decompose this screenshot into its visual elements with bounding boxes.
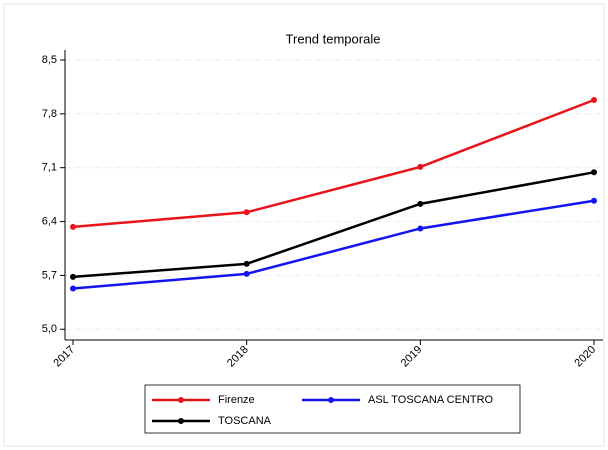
- point: [243, 270, 250, 277]
- series-line: [72, 171, 595, 279]
- legend-label: ASL TOSCANA CENTRO: [368, 394, 494, 406]
- y-tick-label: 5,0: [42, 323, 57, 335]
- series-line: [72, 199, 595, 290]
- point: [591, 169, 597, 176]
- y-tick-label: 7,8: [42, 108, 57, 120]
- point: [70, 285, 76, 292]
- point: [417, 200, 424, 207]
- point: [243, 260, 250, 267]
- point: [591, 97, 597, 103]
- y-tick-label: 6,4: [42, 215, 57, 227]
- legend-label: Firenze: [218, 394, 255, 406]
- point: [417, 163, 424, 170]
- y-tick-label: 5,7: [42, 269, 57, 281]
- legend-label: TOSCANA: [218, 415, 272, 427]
- legend-marker: [328, 397, 334, 403]
- legend-marker: [178, 418, 184, 424]
- legend-marker: [178, 397, 184, 403]
- y-tick-label: 7,1: [42, 162, 57, 174]
- chart-title: Trend temporale: [286, 31, 381, 46]
- point: [243, 209, 250, 216]
- point: [70, 223, 76, 230]
- y-tick-label: 8,5: [42, 54, 57, 66]
- series-line: [72, 98, 595, 229]
- legend-box: [144, 384, 521, 434]
- point: [70, 273, 76, 280]
- point: [591, 197, 597, 204]
- point: [417, 225, 424, 232]
